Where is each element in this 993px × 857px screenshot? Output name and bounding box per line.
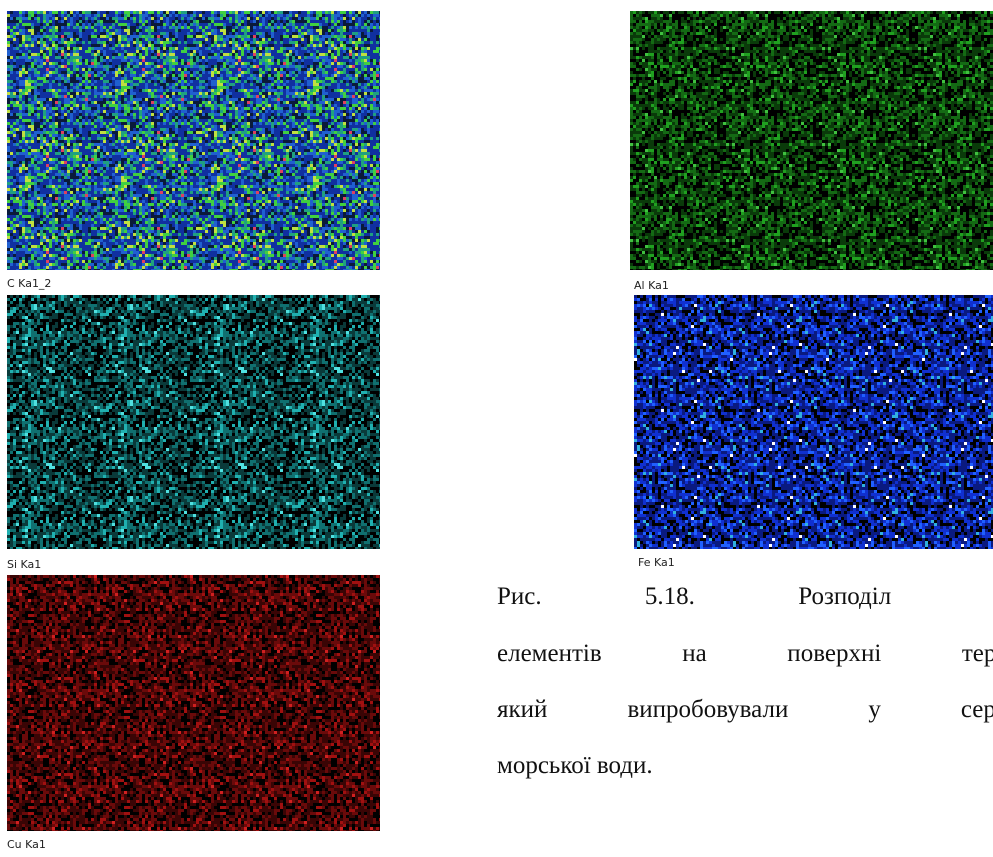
element-map <box>630 11 993 270</box>
map-image <box>7 11 380 270</box>
caption-line: Рис. 5.18. Розподіл х <box>497 583 993 610</box>
map-label: C Ka1_2 <box>7 277 52 290</box>
map-image <box>634 295 993 549</box>
element-map <box>7 295 380 549</box>
element-map <box>634 295 993 549</box>
element-map <box>7 11 380 270</box>
map-label: Cu Ka1 <box>7 838 46 851</box>
caption-line: морської води. <box>497 752 653 779</box>
caption-line: який випробовували у сере <box>497 696 993 723</box>
map-label: Fe Ka1 <box>638 556 675 569</box>
caption-line: елементів на поверхні терт <box>497 640 993 667</box>
map-label: Al Ka1 <box>634 279 669 292</box>
element-map <box>7 575 380 831</box>
map-image <box>7 295 380 549</box>
map-image <box>7 575 380 831</box>
map-label: Si Ka1 <box>7 558 42 571</box>
map-image <box>630 11 993 270</box>
